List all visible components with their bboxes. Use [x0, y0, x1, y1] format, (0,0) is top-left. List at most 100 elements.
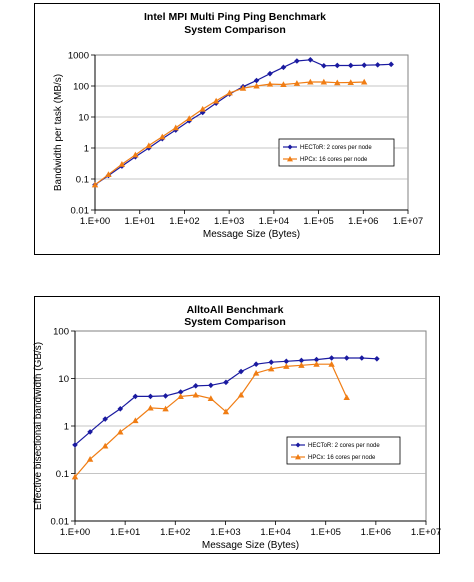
chart2-series-0-point — [87, 429, 93, 435]
chart1-series-0-point — [361, 62, 368, 68]
chart2-x-tick-label: 1.E+01 — [110, 527, 140, 538]
chart2-title: AlltoAll Benchmark — [187, 304, 284, 316]
chart1-x-tick-label: 1.E+05 — [303, 216, 333, 227]
chart1-series-1-point — [105, 171, 112, 178]
chart1-title: Intel MPI Multi Ping Ping Benchmark — [144, 11, 326, 23]
chart1-series-1-point — [347, 79, 354, 86]
chart1-plot-area — [94, 54, 409, 211]
chart1-series-1-point — [91, 181, 99, 188]
chart2-series-0-point — [298, 357, 305, 364]
chart2-series-1-point — [237, 391, 245, 398]
chart2-series-0-point — [177, 389, 184, 395]
chart2-legend-box — [286, 436, 401, 465]
chart1-y-tick-label: 0.1 — [76, 175, 89, 186]
chart1-x-tick-label: 1.E+03 — [214, 216, 244, 227]
chart2-series-1-point — [283, 363, 290, 369]
chart2-series-1-point — [268, 365, 275, 372]
chart1-legend-label: HECToR: 2 cores per node — [300, 145, 372, 151]
chart1-series-1-point — [334, 79, 341, 86]
chart1-x-tick-label: 1.E+04 — [259, 216, 289, 227]
chart1-series-0-point — [388, 61, 394, 68]
chart1-series-1-point — [118, 161, 126, 167]
chart2-legend-marker — [295, 442, 301, 448]
chart1-series-0-point — [280, 64, 287, 71]
chart1-series-1-point — [145, 142, 153, 149]
chart1-x-tick-label: 1.E+02 — [169, 216, 199, 227]
chart1-series-1-point — [132, 151, 139, 158]
chart2-series-0-point — [72, 442, 78, 448]
chart1-series-1-point — [159, 133, 166, 140]
chart2-x-tick-label: 1.E+03 — [210, 527, 240, 538]
chart2-x-axis-label: Message Size (Bytes) — [202, 540, 299, 551]
chart2-subtitle: System Comparison — [184, 316, 286, 328]
chart2-x-tick-label: 1.E+05 — [311, 527, 341, 538]
chart1-series-1-point — [199, 105, 206, 112]
chart1-legend-label: HPCx: 16 cores per node — [300, 157, 368, 163]
chart2-series-1-point — [117, 428, 124, 435]
chart2-series-0-point — [343, 355, 350, 361]
chart2-series-0-point — [162, 393, 169, 399]
chart1-series-1-point — [212, 97, 220, 104]
chart2-series-1-point — [328, 361, 335, 367]
chart1-series-1-point — [172, 124, 179, 131]
chart1-series-0-point — [294, 58, 300, 64]
chart1-legend-box — [278, 138, 395, 167]
chart2-series-1-point — [71, 473, 79, 480]
chart1-series-1-point — [361, 78, 368, 85]
chart2-y-tick-label: 1 — [64, 422, 69, 433]
chart2-x-tick-label: 1.E+02 — [160, 527, 190, 538]
chart1-series-1-point — [186, 115, 193, 121]
chart1-x-tick-label: 1.E+07 — [393, 216, 423, 227]
chart1-y-tick-label: 0.01 — [71, 206, 90, 217]
chart2-x-tick-label: 1.E+07 — [411, 527, 441, 538]
chart2-legend-label: HECToR: 2 cores per node — [308, 443, 380, 449]
chart1-series-1-point — [253, 82, 260, 89]
chart1-x-axis-label: Message Size (Bytes) — [203, 229, 300, 240]
chart1-x-tick-label: 1.E+06 — [348, 216, 378, 227]
chart2-x-tick-label: 1.E+00 — [60, 527, 90, 538]
chart2-series-0-point — [192, 383, 199, 389]
chart2-series-1-point — [298, 362, 305, 368]
alltoall-chart: AlltoAll Benchmark System Comparison 0.0… — [33, 296, 441, 554]
chart1-series-0-point — [374, 62, 381, 68]
chart2-series-0-point — [132, 393, 139, 400]
chart1-y-tick-label: 1000 — [68, 51, 89, 62]
chart2-series-0-point — [328, 355, 335, 361]
chart2-y-axis-label: Effective bisectional bandwidth (GB/s) — [33, 342, 44, 510]
chart1-series-1-point — [320, 78, 328, 85]
chart2-series-1-point — [192, 391, 199, 398]
chart2-series-0-point — [358, 355, 365, 361]
chart1-y-tick-label: 1 — [84, 144, 89, 155]
chart1-legend-marker — [287, 144, 293, 150]
chart1-series-0-point — [267, 70, 273, 77]
chart2-series-1-point — [252, 369, 260, 376]
chart1-series-1-point — [280, 81, 287, 88]
chart2-series-1-point — [86, 456, 94, 462]
chart2-legend-label: HPCx: 16 cores per node — [308, 455, 376, 461]
chart2-series-1-point — [162, 405, 169, 412]
chart2-x-tick-label: 1.E+06 — [361, 527, 391, 538]
chart1-series-1-point — [266, 80, 274, 87]
chart1-x-tick-label: 1.E+01 — [125, 216, 155, 227]
chart1-series-1-point — [239, 84, 247, 91]
chart2-series-0-point — [268, 359, 275, 366]
chart2-series-1-point — [132, 417, 139, 424]
chart1-series-1-point — [307, 78, 314, 85]
chart1-series-0-point — [307, 57, 314, 63]
chart2-y-tick-label: 100 — [53, 327, 69, 338]
chart1-y-tick-label: 10 — [78, 113, 89, 124]
chart2-series-0-point — [283, 358, 290, 365]
chart1-series-1-point — [226, 89, 233, 96]
chart1-series-0-point — [253, 77, 260, 84]
multi-ping-ping-svg: Intel MPI Multi Ping Ping Benchmark Syst… — [53, 11, 423, 240]
chart2-legend-marker — [295, 454, 301, 460]
chart2-y-tick-label: 0.01 — [51, 517, 70, 528]
chart2-series-1-point — [147, 404, 154, 411]
alltoall-svg: AlltoAll Benchmark System Comparison 0.0… — [33, 304, 441, 551]
chart1-legend-marker — [287, 156, 293, 162]
chart2-series-1-point — [207, 395, 215, 402]
chart2-series-1-point — [313, 361, 320, 367]
chart2-y-tick-label: 10 — [58, 374, 69, 385]
chart1-x-tick-label: 1.E+00 — [80, 216, 110, 227]
chart2-series-1-point — [177, 393, 184, 399]
